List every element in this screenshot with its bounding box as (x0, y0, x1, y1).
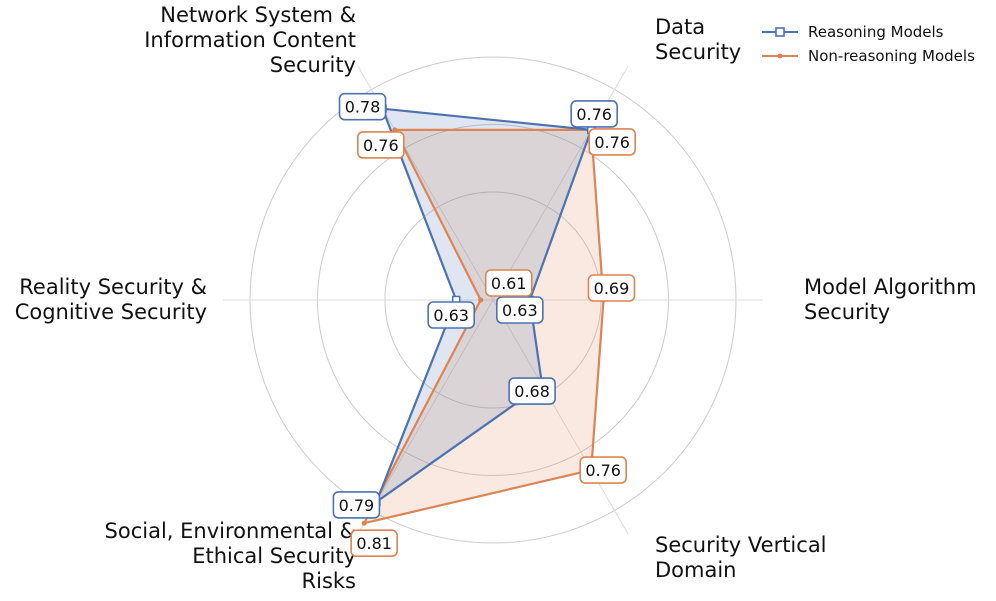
value-label-box (570, 100, 618, 128)
legend-label-non-reasoning: Non-reasoning Models (808, 47, 975, 65)
value-label: 0.63 (502, 301, 538, 320)
value-label: 0.63 (433, 306, 469, 325)
series-point (478, 297, 484, 303)
legend-item-non-reasoning: Non-reasoning Models (760, 44, 975, 68)
axis-label: Model Algorithm Security (804, 275, 977, 324)
value-label: 0.76 (594, 133, 630, 152)
value-label-box (484, 269, 533, 297)
value-label-box (427, 301, 475, 329)
value-label: 0.79 (339, 496, 375, 515)
value-label: 0.76 (585, 461, 621, 480)
axis-label: Social, Environmental & Ethical Security R… (105, 519, 356, 593)
value-label: 0.76 (363, 136, 399, 155)
legend-swatch-reasoning (760, 25, 800, 39)
value-label: 0.76 (576, 105, 612, 124)
value-label-box (338, 92, 387, 121)
value-label: 0.68 (514, 382, 550, 401)
value-label: 0.81 (356, 534, 392, 553)
value-label-box (332, 491, 381, 519)
value-label: 0.69 (594, 279, 630, 298)
legend-label-reasoning: Reasoning Models (808, 23, 944, 41)
axis-label: Reality Security & Cognitive Security (15, 275, 207, 324)
series-point (361, 520, 367, 526)
axis-label: Network System & Information Content Secur… (144, 3, 356, 77)
legend: Reasoning Models Non-reasoning Models (760, 20, 975, 68)
series-area-0 (376, 108, 592, 502)
value-labels: 0.76 0.63 0.68 0.79 0.63 0.78 0.76 0.69 0.76 0.81… (332, 92, 636, 557)
value-label-box (508, 377, 556, 405)
axis-labels: Data Security Model Algorithm Security Secur… (15, 3, 977, 593)
value-label-box (587, 274, 636, 302)
legend-swatch-non-reasoning (760, 49, 800, 63)
radar-series (361, 104, 607, 526)
value-label: 0.61 (491, 274, 527, 293)
grid-spoke (492, 299, 629, 535)
series-area-1 (364, 129, 604, 524)
axis-label: Security Vertical Domain (655, 533, 827, 582)
value-label-box (350, 529, 398, 557)
value-label-box (588, 128, 636, 156)
legend-item-reasoning: Reasoning Models (760, 20, 975, 44)
value-label-box (496, 296, 544, 324)
value-label-box (579, 456, 627, 484)
value-label-box (357, 131, 405, 159)
axis-label: Data Security (655, 15, 741, 64)
value-label: 0.78 (345, 98, 381, 117)
grid-spoke (357, 299, 494, 535)
